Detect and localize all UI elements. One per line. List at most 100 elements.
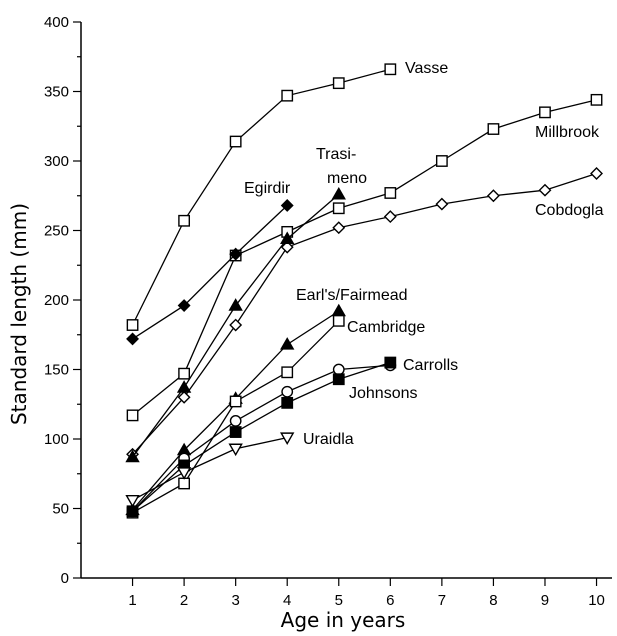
series-label: Earl's/Fairmead bbox=[296, 287, 408, 304]
x-tick-label: 10 bbox=[588, 592, 605, 609]
data-point-uraidla bbox=[125, 494, 140, 508]
data-point-cobdogla bbox=[280, 240, 294, 254]
series-cobdogla bbox=[126, 167, 603, 461]
series-line-egirdir bbox=[132, 205, 288, 340]
x-tick-label: 4 bbox=[283, 592, 291, 609]
x-tick-label: 8 bbox=[489, 592, 497, 609]
series-vasse bbox=[126, 63, 397, 331]
data-point-earl-s-fairmead bbox=[331, 303, 346, 317]
data-point-vasse bbox=[281, 89, 294, 102]
data-point-cobdogla bbox=[383, 210, 397, 224]
data-point-trasi-meno bbox=[228, 298, 243, 311]
data-point-uraidla bbox=[228, 443, 243, 457]
data-point-trasi-meno bbox=[331, 186, 346, 200]
data-point-cambridge bbox=[178, 477, 191, 490]
axes: 0 50 100 150 200 250 300 350 400 1 2 3 4 5 6 7 8 9 10 bbox=[44, 14, 612, 609]
series-millbrook bbox=[126, 93, 603, 422]
y-tick-label: 250 bbox=[44, 223, 69, 240]
data-point-millbrook bbox=[590, 93, 603, 106]
y-axis-title: Standard length (mm) bbox=[7, 203, 31, 425]
y-tick-label: 150 bbox=[44, 362, 69, 379]
data-point-johnsons bbox=[332, 373, 345, 386]
data-point-vasse bbox=[384, 63, 397, 76]
x-tick-label: 3 bbox=[231, 592, 239, 609]
data-point-millbrook bbox=[435, 155, 448, 167]
data-point-egirdir bbox=[229, 247, 243, 261]
series-labels: Vasse Millbrook Cobdogla Egirdir Trasi-meno E… bbox=[244, 60, 604, 448]
data-point-trasi-meno bbox=[176, 380, 192, 393]
x-tick-label: 7 bbox=[438, 592, 446, 609]
series-label: Egirdir bbox=[244, 180, 291, 197]
series-label: Cobdogla bbox=[535, 202, 604, 219]
series-label: Trasi- bbox=[316, 146, 356, 163]
y-tick-label: 200 bbox=[44, 292, 69, 309]
series-label: Johnsons bbox=[349, 385, 418, 402]
series-label: Cambridge bbox=[347, 319, 425, 336]
data-point-cobdogla bbox=[538, 183, 552, 197]
data-point-cambridge bbox=[332, 314, 345, 327]
y-tick-label: 400 bbox=[44, 14, 69, 31]
data-point-johnsons bbox=[281, 396, 294, 409]
x-tick-label: 9 bbox=[541, 592, 549, 609]
data-point-cobdogla bbox=[435, 197, 449, 211]
series-line-uraidla bbox=[132, 436, 288, 501]
series-line-millbrook bbox=[132, 99, 597, 416]
data-point-carrolls bbox=[229, 415, 242, 427]
data-point-millbrook bbox=[126, 409, 139, 422]
data-point-johnsons bbox=[384, 356, 397, 369]
x-tick-label: 2 bbox=[180, 592, 188, 609]
data-point-earl-s-fairmead bbox=[280, 337, 295, 350]
data-point-johnsons bbox=[229, 426, 242, 438]
y-tick-label: 300 bbox=[44, 153, 69, 170]
data-point-millbrook bbox=[332, 202, 345, 215]
series-label: Vasse bbox=[405, 60, 448, 77]
y-tick-label: 50 bbox=[52, 501, 69, 518]
data-point-vasse bbox=[126, 319, 139, 331]
series-label: Uraidla bbox=[303, 431, 354, 448]
x-tick-label: 1 bbox=[128, 592, 136, 609]
data-point-egirdir bbox=[280, 199, 294, 212]
series-label: Carrolls bbox=[403, 357, 458, 374]
data-point-cambridge bbox=[281, 366, 294, 379]
data-point-carrolls bbox=[332, 363, 345, 376]
data-point-vasse bbox=[178, 214, 191, 227]
data-point-cobdogla bbox=[486, 189, 500, 203]
series-label: Millbrook bbox=[535, 124, 600, 141]
data-point-millbrook bbox=[539, 106, 551, 119]
series-uraidla bbox=[125, 432, 295, 508]
series-trasi-meno bbox=[125, 186, 346, 463]
series-label: meno bbox=[327, 170, 367, 187]
y-tick-label: 350 bbox=[44, 84, 69, 101]
y-tick-label: 0 bbox=[61, 570, 69, 587]
data-point-johnsons bbox=[126, 505, 139, 518]
series-line-johnsons bbox=[132, 361, 391, 512]
data-point-uraidla bbox=[176, 467, 192, 480]
data-point-vasse bbox=[229, 135, 242, 148]
series-line-cobdogla bbox=[132, 172, 597, 455]
data-point-egirdir bbox=[177, 299, 191, 313]
data-point-millbrook bbox=[384, 187, 397, 199]
data-point-cobdogla bbox=[177, 390, 191, 404]
data-point-trasi-meno bbox=[125, 449, 140, 463]
series-line-vasse bbox=[131, 68, 391, 326]
data-point-vasse bbox=[332, 77, 345, 90]
series-line-carrolls bbox=[132, 364, 391, 512]
series-layer bbox=[125, 63, 603, 519]
y-tick-label: 100 bbox=[44, 431, 69, 448]
data-point-trasi-meno bbox=[280, 231, 295, 245]
series-egirdir bbox=[126, 199, 294, 346]
data-point-egirdir bbox=[126, 332, 140, 346]
data-point-uraidla bbox=[280, 432, 295, 446]
x-tick-label: 6 bbox=[386, 592, 394, 609]
data-point-millbrook bbox=[487, 123, 500, 135]
series-johnsons bbox=[126, 356, 397, 518]
data-point-cobdogla bbox=[590, 167, 603, 180]
data-point-cobdogla bbox=[229, 318, 243, 332]
data-point-cobdogla bbox=[332, 221, 346, 235]
data-point-carrolls bbox=[281, 385, 294, 398]
data-point-cambridge bbox=[229, 395, 242, 408]
x-tick-label: 5 bbox=[335, 592, 343, 609]
data-point-millbrook bbox=[178, 367, 191, 380]
x-axis-title: Age in years bbox=[281, 608, 406, 632]
